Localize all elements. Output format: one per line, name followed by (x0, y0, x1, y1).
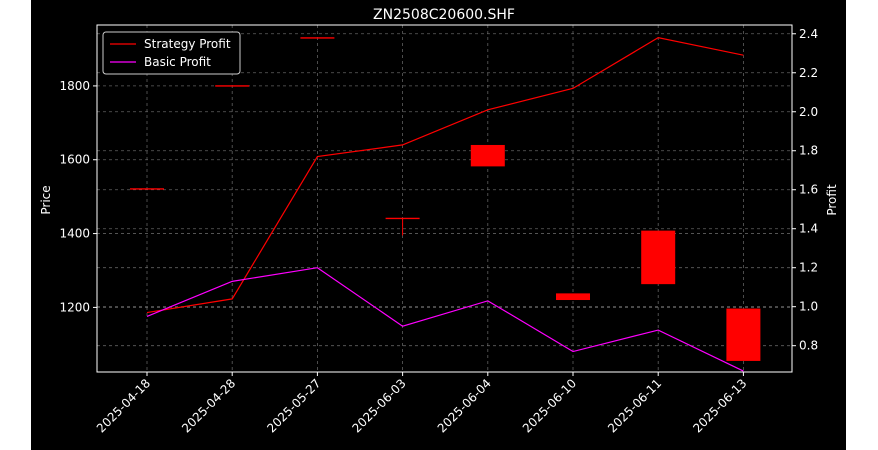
y-tick-label: 1600 (59, 153, 90, 167)
y-axis-label: Price (39, 185, 53, 214)
y-tick-label: 1400 (59, 227, 90, 241)
candle-layer (130, 37, 761, 361)
legend-box (102, 31, 241, 75)
y-tick-label: 1800 (59, 79, 90, 93)
y2-tick-label: 2.2 (799, 66, 818, 80)
candle-body (641, 230, 676, 285)
y2-tick-label: 1.0 (799, 300, 818, 314)
y2-tick-label: 2.4 (799, 27, 818, 41)
y2-tick-label: 1.2 (799, 261, 818, 275)
y-tick-label: 1200 (59, 300, 90, 314)
plot-frame (96, 24, 793, 373)
legend-label-strategy-profit: Strategy Profit (144, 37, 231, 51)
candle-body (470, 144, 505, 167)
candle-body (556, 293, 590, 301)
legend: Strategy Profit Basic Profit (102, 31, 241, 75)
series-line-basic-profit (146, 267, 744, 372)
series-line-strategy-profit (146, 37, 744, 314)
series-layer (146, 37, 744, 372)
legend-label-basic-profit: Basic Profit (144, 55, 211, 69)
y2-tick-label: 2.0 (799, 105, 818, 119)
candle-body (726, 308, 761, 361)
y2-tick-label: 1.4 (799, 222, 818, 236)
y2-tick-label: 1.6 (799, 183, 818, 197)
y2-axis-label: Profit (825, 184, 839, 216)
y2-tick-label: 0.8 (799, 339, 818, 353)
figure-background (31, 0, 846, 450)
y2-tick-label: 1.8 (799, 144, 818, 158)
chart-title: ZN2508C20600.SHF (373, 7, 515, 23)
